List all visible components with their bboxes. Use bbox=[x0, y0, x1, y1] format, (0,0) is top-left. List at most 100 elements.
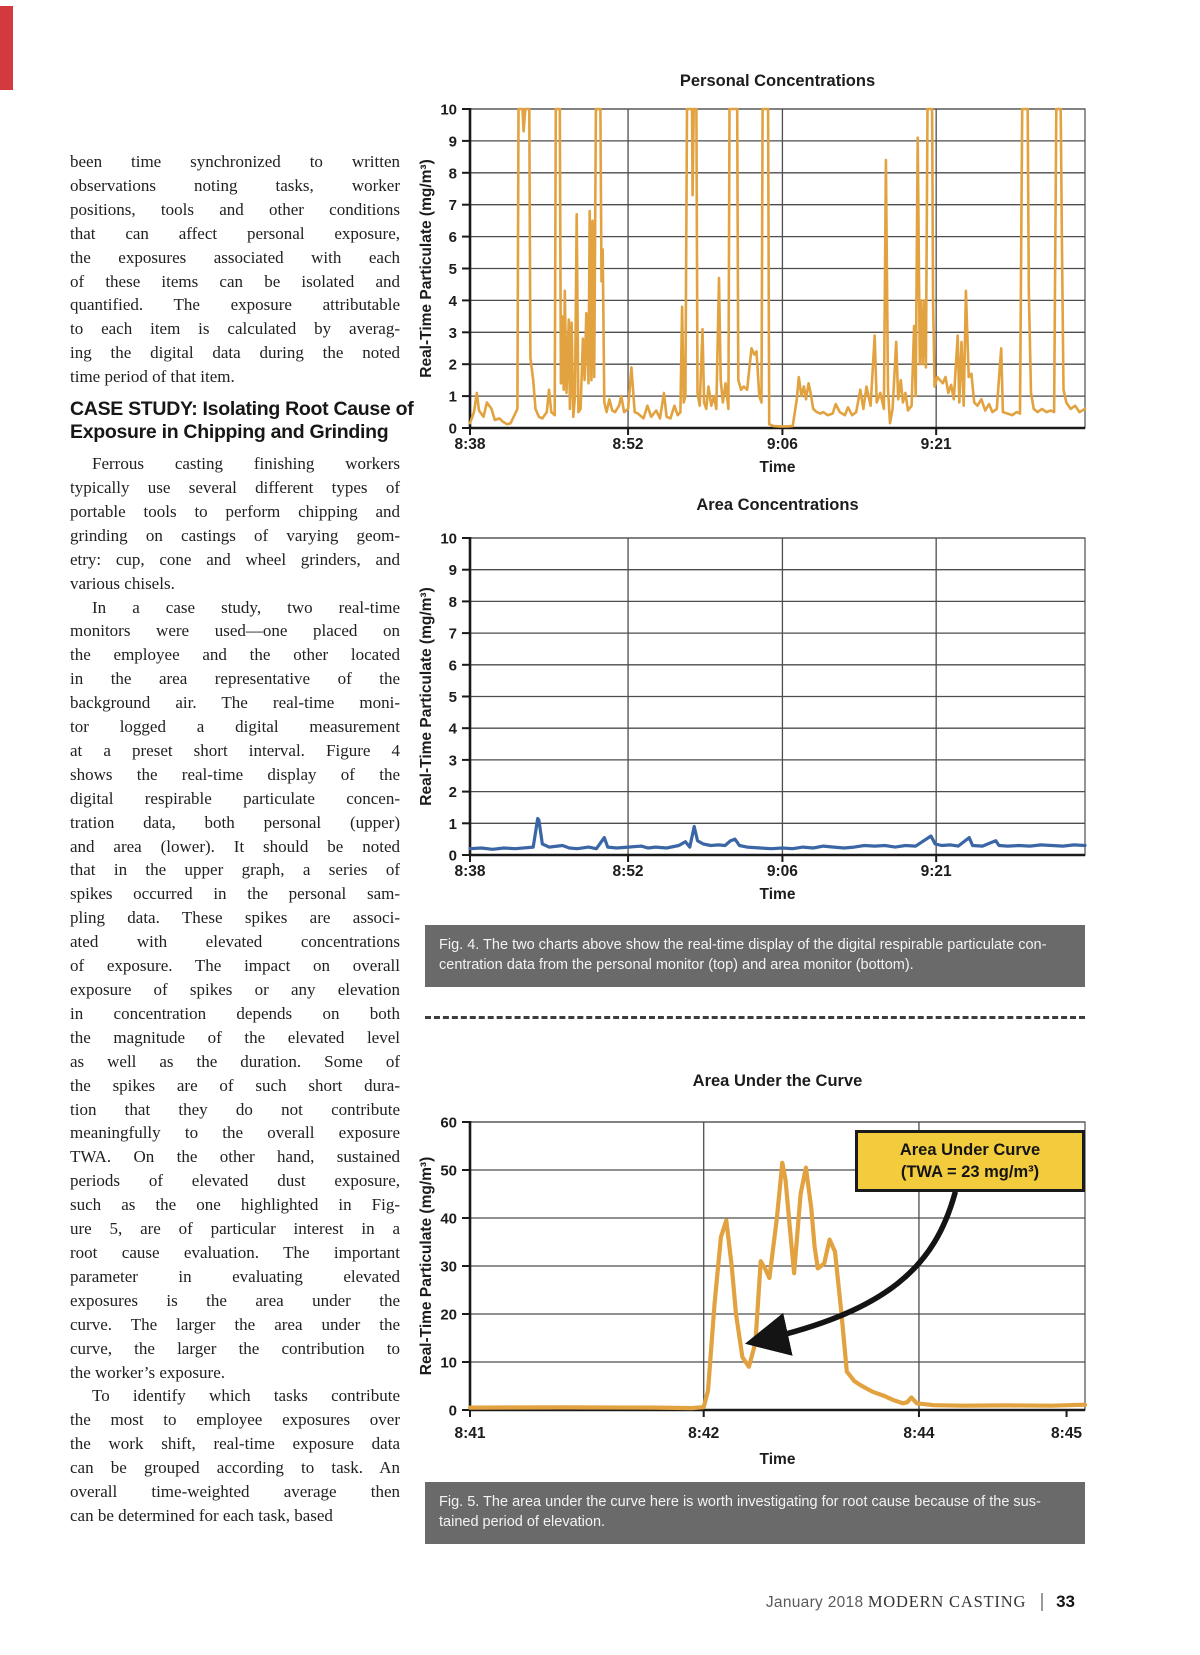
y-tick-label: 20 bbox=[440, 1307, 457, 1324]
text-line: overall time-weighted average then bbox=[70, 1482, 400, 1502]
y-tick-label: 60 bbox=[440, 1115, 457, 1132]
text-line: in concentration depends on both bbox=[70, 1003, 400, 1023]
text-line: root cause evaluation. The important bbox=[70, 1242, 400, 1262]
text-line: the most to employee exposures over bbox=[70, 1410, 400, 1430]
callout-area-under-curve: Area Under Curve (TWA = 23 mg/m³) bbox=[855, 1130, 1085, 1192]
paragraph: To identify which tasks contribute the mo… bbox=[70, 1384, 400, 1527]
y-tick-label: 8 bbox=[449, 165, 457, 182]
text-line: can be grouped according to task. An bbox=[70, 1458, 400, 1478]
y-tick-label: 1 bbox=[449, 816, 457, 833]
text-line: curve. The larger the area under the bbox=[70, 1314, 400, 1334]
text-line: that in the upper graph, a series of bbox=[70, 860, 400, 880]
paragraph: been time synchronized to written observa… bbox=[70, 150, 400, 389]
text-line: meaningfully to the overall exposure bbox=[70, 1123, 400, 1143]
text-line: the magnitude of the elevated level bbox=[70, 1027, 400, 1047]
text-line: exposure of spikes or any elevation bbox=[70, 980, 400, 999]
x-axis-label: Time bbox=[760, 1451, 796, 1468]
chart-area-under-curve: Area Under the Curve Real-Time Particulat… bbox=[415, 1060, 1100, 1470]
text-line: as well as the duration. Some of bbox=[70, 1051, 400, 1071]
text-line: can be determined for each task, based bbox=[70, 1505, 333, 1525]
y-tick-label: 4 bbox=[449, 721, 458, 738]
text-line: observations noting tasks, worker bbox=[70, 175, 400, 195]
y-tick-label: 10 bbox=[440, 1355, 457, 1372]
chart-title: Area Under the Curve bbox=[693, 1072, 863, 1090]
series-line-personal-monitor bbox=[467, 1160, 1088, 1411]
figure-4-caption: Fig. 4. The two charts above show the re… bbox=[425, 925, 1085, 987]
y-tick-label: 2 bbox=[449, 784, 457, 801]
series-line-personal-monitor bbox=[468, 107, 1087, 428]
footer-magazine-name: MODERN CASTING bbox=[867, 1592, 1027, 1611]
callout-twa-value: (TWA = 23 mg/m³) bbox=[900, 1163, 1040, 1181]
text-line: tion that they do not contribute bbox=[70, 1099, 400, 1119]
chart-personal-concentrations: Personal Concentrations Real-Time Particu… bbox=[415, 60, 1100, 475]
text-line: parameter in evaluating elevated bbox=[70, 1266, 400, 1286]
x-tick-label: 8:38 bbox=[454, 436, 485, 453]
footer-page-number: 33 bbox=[1056, 1592, 1075, 1611]
article-text-column: been time synchronized to written observa… bbox=[70, 150, 414, 1528]
text-line: monitors were used—one placed on bbox=[70, 621, 400, 641]
gridlines bbox=[469, 537, 1086, 856]
text-line: shows the real-time display of the bbox=[70, 764, 400, 784]
x-tick-label: 9:21 bbox=[921, 436, 952, 453]
text-line: the exposures associated with each bbox=[70, 247, 400, 267]
x-tick-label: 9:06 bbox=[767, 436, 798, 453]
text-line: To identify which tasks contribute bbox=[92, 1386, 400, 1406]
text-line: spikes occurred in the personal sam- bbox=[70, 884, 400, 904]
heading-line: Exposure in Chipping and Grinding bbox=[70, 420, 389, 443]
text-line: background air. The real-time moni- bbox=[70, 693, 400, 713]
footer-issue-date: January 2018 bbox=[765, 1594, 864, 1611]
text-line: in the area representative of the bbox=[70, 669, 400, 689]
x-tick-label: 8:45 bbox=[1051, 1425, 1082, 1442]
chart-title: Personal Concentrations bbox=[680, 72, 875, 90]
x-axis-ticks: 8:41 8:42 8:44 8:45 bbox=[454, 1410, 1082, 1442]
y-tick-label: 5 bbox=[449, 689, 457, 706]
text-line: positions, tools and other conditions bbox=[70, 199, 400, 219]
caption-line: Fig. 5. The area under the curve here is… bbox=[439, 1494, 1041, 1510]
y-axis-ticks: 0 1 2 3 4 5 6 7 8 9 10 bbox=[440, 102, 470, 438]
y-tick-label: 6 bbox=[449, 657, 457, 674]
y-tick-label: 0 bbox=[449, 1403, 457, 1420]
text-line: digital respirable particulate concen- bbox=[70, 788, 400, 808]
y-tick-label: 4 bbox=[449, 293, 458, 310]
paragraph: In a case study, two real-time monitors w… bbox=[70, 596, 400, 1385]
text-line: the spikes are of such short dura- bbox=[70, 1075, 400, 1095]
y-tick-label: 7 bbox=[449, 197, 457, 214]
page-footer: January 2018 MODERN CASTING 33 bbox=[415, 1592, 1075, 1612]
text-line: the employee and the other located bbox=[70, 645, 400, 665]
callout-title: Area Under Curve bbox=[899, 1141, 1041, 1159]
y-axis-ticks: 0 1 2 3 4 5 6 7 8 9 10 bbox=[440, 531, 470, 865]
y-tick-label: 50 bbox=[440, 1163, 457, 1180]
text-line: quantified. The exposure attributable bbox=[70, 295, 400, 315]
text-line: the worker’s exposure. bbox=[70, 1362, 226, 1382]
x-axis-label: Time bbox=[760, 459, 796, 475]
x-tick-label: 8:52 bbox=[613, 436, 644, 453]
dashed-divider bbox=[425, 1016, 1085, 1019]
gridlines bbox=[469, 1121, 1086, 1411]
y-tick-label: 0 bbox=[449, 848, 457, 865]
series-line-area-monitor bbox=[468, 816, 1087, 851]
section-heading: CASE STUDY: Isolating Root Cause of Expos… bbox=[70, 398, 414, 443]
chart-title: Area Concentrations bbox=[696, 496, 858, 514]
text-line: grinding on castings of varying geom- bbox=[70, 525, 400, 545]
text-line: etry: cup, cone and wheel grinders, and bbox=[70, 549, 400, 569]
x-tick-label: 8:44 bbox=[903, 1425, 934, 1442]
text-line: time period of that item. bbox=[70, 367, 235, 387]
caption-line: Fig. 4. The two charts above show the re… bbox=[439, 937, 1047, 953]
y-tick-label: 40 bbox=[440, 1211, 457, 1228]
text-line: ated with elevated concentrations bbox=[70, 932, 400, 952]
x-tick-label: 8:38 bbox=[454, 863, 485, 880]
y-tick-label: 2 bbox=[449, 357, 457, 374]
x-axis-ticks: 8:38 8:52 9:06 9:21 bbox=[454, 428, 952, 453]
chart-svg: Personal Concentrations Real-Time Particu… bbox=[418, 72, 1087, 475]
text-line: of these items can be isolated and bbox=[70, 271, 400, 291]
text-line: tration data, both personal (upper) bbox=[70, 812, 400, 832]
x-axis-ticks: 8:38 8:52 9:06 9:21 bbox=[454, 855, 952, 880]
text-line: various chisels. bbox=[70, 573, 175, 593]
y-tick-label: 3 bbox=[449, 325, 457, 342]
text-line: curve, the larger the contribution to bbox=[70, 1338, 400, 1358]
text-line: ure 5, are of particular interest in a bbox=[70, 1219, 400, 1239]
annotation-arrow bbox=[744, 1190, 958, 1356]
x-tick-label: 8:52 bbox=[613, 863, 644, 880]
page-edge-red-tab bbox=[0, 6, 13, 90]
text-line: typically use several different types of bbox=[70, 477, 400, 497]
